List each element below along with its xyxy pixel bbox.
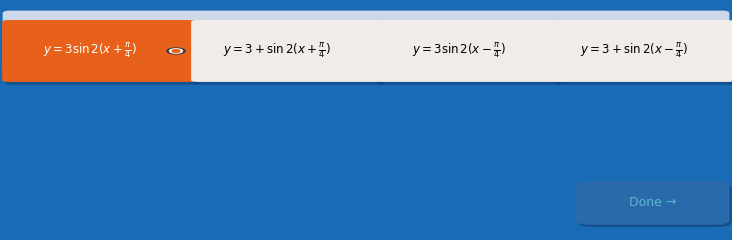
FancyBboxPatch shape (575, 181, 730, 225)
FancyBboxPatch shape (555, 23, 732, 85)
Text: $y = 3 + \sin 2(x + \frac{\pi}{4})$: $y = 3 + \sin 2(x + \frac{\pi}{4})$ (223, 42, 331, 60)
FancyBboxPatch shape (5, 23, 199, 85)
FancyBboxPatch shape (376, 20, 558, 82)
FancyBboxPatch shape (379, 23, 561, 85)
FancyBboxPatch shape (191, 20, 381, 82)
Text: $y = 3\sin 2(x - \frac{\pi}{4})$: $y = 3\sin 2(x - \frac{\pi}{4})$ (411, 42, 505, 60)
Text: $y = 3\sin 2(x + \frac{\pi}{4})$: $y = 3\sin 2(x + \frac{\pi}{4})$ (43, 42, 137, 60)
Text: Done →: Done → (629, 197, 676, 210)
FancyBboxPatch shape (3, 11, 729, 67)
FancyBboxPatch shape (2, 20, 196, 82)
Circle shape (167, 48, 185, 54)
Circle shape (172, 50, 180, 52)
Circle shape (170, 49, 182, 53)
Text: $y = 3 + \sin 2(x - \frac{\pi}{4})$: $y = 3 + \sin 2(x - \frac{\pi}{4})$ (580, 42, 689, 60)
Text: The graph of which function has an amplitude of 3 and a right phase shift of $\f: The graph of which function has an ampli… (24, 30, 490, 48)
FancyBboxPatch shape (194, 23, 384, 85)
FancyBboxPatch shape (552, 20, 732, 82)
FancyBboxPatch shape (578, 183, 732, 227)
